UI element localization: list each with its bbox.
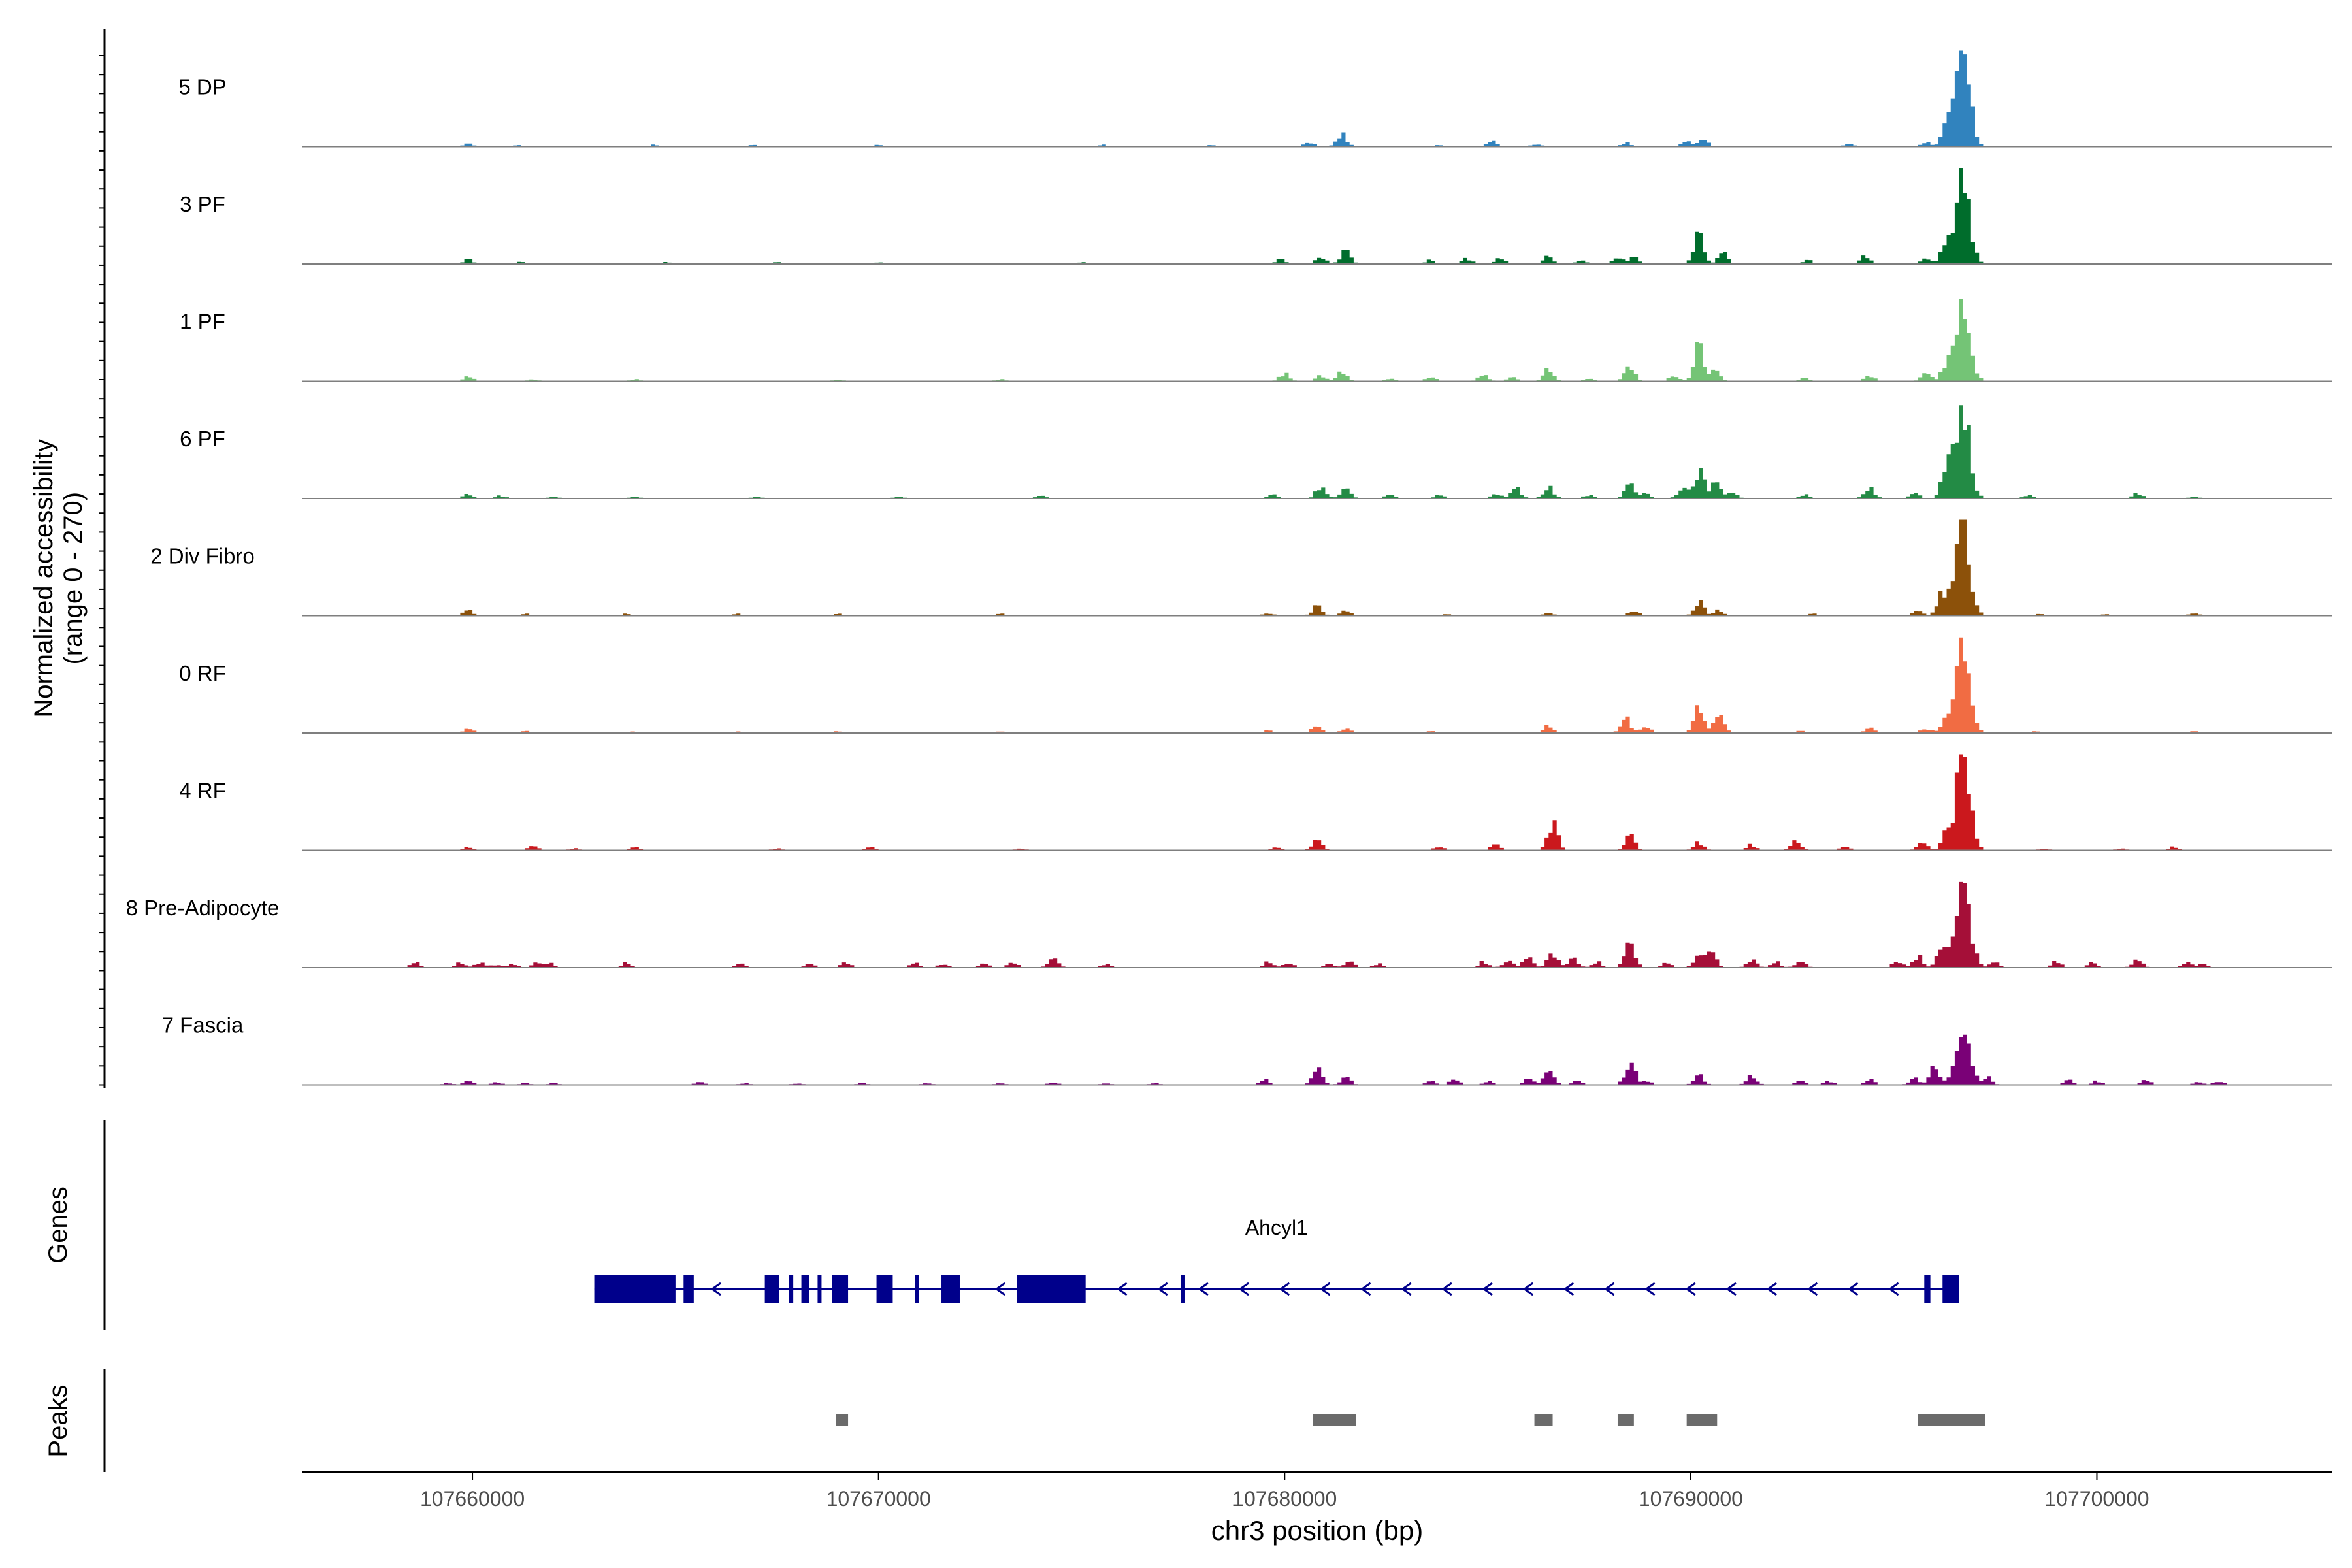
track: 8 Pre-Adipocyte — [126, 881, 2332, 968]
track-label: 6 PF — [180, 427, 225, 451]
track: 6 PF — [180, 405, 2332, 499]
gene-exon — [817, 1275, 822, 1303]
gene-name-label: Ahcyl1 — [1245, 1216, 1308, 1239]
gene-exon — [801, 1275, 809, 1303]
gene-exon — [941, 1275, 960, 1303]
strand-arrow — [1482, 1282, 1493, 1296]
peaks-panel: Peaks — [44, 1369, 1985, 1472]
x-tick-label: 107700000 — [2044, 1487, 2149, 1511]
strand-arrow — [1360, 1282, 1371, 1296]
peak-region — [1617, 1414, 1634, 1426]
track-label: 8 Pre-Adipocyte — [126, 896, 280, 920]
track: 1 PF — [180, 299, 2332, 382]
gene-exon — [1017, 1275, 1086, 1303]
track-label: 2 Div Fibro — [150, 544, 255, 568]
strand-arrow — [1603, 1282, 1615, 1296]
strand-arrow — [1685, 1282, 1696, 1296]
strand-arrow — [1847, 1282, 1859, 1296]
y-axis-title-range: (range 0 - 270) — [59, 492, 88, 665]
track-label: 5 DP — [178, 75, 226, 99]
y-axis-title: Normalized accessibility — [29, 439, 58, 718]
strand-arrow — [1888, 1282, 1899, 1296]
x-tick-label: 107680000 — [1232, 1487, 1337, 1511]
peak-region — [1918, 1414, 1985, 1426]
strand-arrow — [1725, 1282, 1737, 1296]
gene: Ahcyl1 — [594, 1216, 1959, 1303]
peak-region — [1313, 1414, 1356, 1426]
gene-exon — [876, 1275, 893, 1303]
track-label: 3 PF — [180, 192, 225, 216]
strand-arrow — [1644, 1282, 1656, 1296]
coverage-y-axis — [99, 29, 106, 1088]
gene-exon — [1942, 1275, 1959, 1303]
x-axis-title: chr3 position (bp) — [1211, 1515, 1424, 1546]
track: 3 PF — [180, 168, 2332, 265]
track: 0 RF — [179, 637, 2332, 734]
x-tick-label: 107690000 — [1639, 1487, 1743, 1511]
track-label: 7 Fascia — [162, 1013, 244, 1037]
strand-arrow — [1238, 1282, 1249, 1296]
gene-exon — [789, 1275, 794, 1303]
track: 2 Div Fibro — [150, 519, 2332, 617]
peak-region — [1686, 1414, 1718, 1426]
peak-region — [1534, 1414, 1553, 1426]
track: 7 Fascia — [162, 1013, 2332, 1086]
strand-arrow — [1279, 1282, 1290, 1296]
track-label: 4 RF — [179, 779, 226, 803]
x-axis: 107660000 107670000 107680000 107690000 1077… — [302, 1471, 2332, 1511]
strand-arrow — [994, 1282, 1006, 1296]
peak-region — [836, 1414, 849, 1426]
coverage-tracks: 5 DP 3 PF 1 PF 6 PF 2 Div Fibro 0 RF 4 RF 8 Pre… — [126, 50, 2332, 1086]
track: 4 RF — [179, 754, 2332, 851]
strand-arrow — [1116, 1282, 1128, 1296]
track: 5 DP — [178, 50, 2332, 148]
gene-exon — [1181, 1275, 1185, 1303]
x-tick-label: 107670000 — [826, 1487, 931, 1511]
strand-arrow — [1198, 1282, 1209, 1296]
coverage-area-7-fascia — [302, 1034, 2332, 1085]
strand-arrow — [1319, 1282, 1331, 1296]
peaks-panel-label: Peaks — [44, 1384, 73, 1457]
strand-arrow — [710, 1282, 721, 1296]
strand-arrow — [1806, 1282, 1818, 1296]
strand-arrow — [1401, 1282, 1412, 1296]
strand-arrow — [1157, 1282, 1168, 1296]
gene-exon — [594, 1275, 676, 1303]
genes-panel-label: Genes — [44, 1186, 73, 1264]
gene-exon — [683, 1275, 694, 1303]
strand-arrow — [1522, 1282, 1534, 1296]
strand-arrow — [1766, 1282, 1778, 1296]
track-label: 0 RF — [179, 661, 226, 685]
gene-exon — [764, 1275, 779, 1303]
x-tick-label: 107660000 — [420, 1487, 525, 1511]
strand-arrow — [1563, 1282, 1575, 1296]
track-label: 1 PF — [180, 310, 225, 334]
gene-exon — [1924, 1275, 1931, 1303]
gene-exon — [832, 1275, 849, 1303]
gene-annotation-panel: Genes Ahcyl1 — [44, 1120, 1959, 1330]
gene-exon — [915, 1275, 919, 1303]
strand-arrow — [1441, 1282, 1452, 1296]
